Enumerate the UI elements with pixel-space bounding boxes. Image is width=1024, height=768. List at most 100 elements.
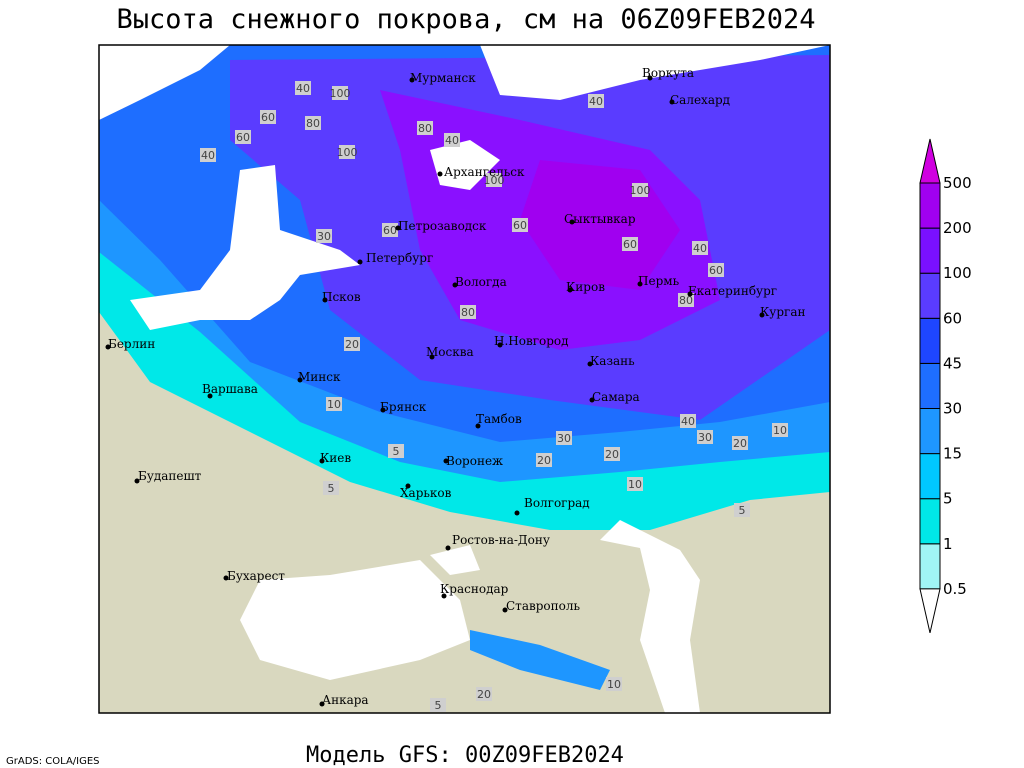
colorbar-label: 30 (943, 400, 962, 418)
city-label: Пермь (638, 274, 680, 288)
contour-label-box (235, 130, 251, 144)
contour-label: 5 (739, 504, 746, 517)
city-label: Москва (426, 345, 474, 359)
colorbar-label: 500 (943, 174, 972, 192)
map-footer: Модель GFS: 00Z09FEB2024 (306, 743, 624, 768)
contour-label: 60 (261, 111, 275, 124)
city-marker (637, 281, 643, 287)
city-label: Мурманск (410, 71, 476, 85)
city-marker (319, 701, 325, 707)
black-sea (240, 560, 470, 680)
contour-label-box (708, 263, 724, 277)
contour-label: 80 (418, 122, 432, 135)
contour-label-box (680, 414, 696, 428)
azov-sea (430, 545, 480, 575)
city-marker (497, 342, 503, 348)
contour-label-box (417, 121, 433, 135)
city-marker (687, 291, 693, 297)
city-marker (395, 225, 401, 231)
map-title: Высота снежного покрова, см на 06Z09FEB2… (117, 4, 816, 35)
contour-label-box (344, 337, 360, 351)
city-label: Архангельск (444, 165, 525, 179)
contour-label: 10 (628, 478, 642, 491)
city-label: Курган (760, 305, 805, 319)
city-marker (437, 171, 443, 177)
colorbar-segment (919, 453, 941, 500)
city-marker (514, 510, 520, 516)
contour-label-box (339, 145, 355, 159)
contour-label: 80 (461, 306, 475, 319)
contour-label-box (604, 447, 620, 461)
city-label: Волгоград (524, 496, 590, 510)
contour-label: 20 (537, 454, 551, 467)
contour-label: 20 (733, 437, 747, 450)
city-label: Брянск (380, 400, 427, 414)
contour-label-box (260, 110, 276, 124)
city-marker (322, 297, 328, 303)
contour-label-box (697, 430, 713, 444)
contour-label: 80 (306, 117, 320, 130)
contour-label: 60 (236, 131, 250, 144)
contour-label-box (536, 453, 552, 467)
city-marker (319, 458, 325, 464)
contour-label-box (430, 698, 446, 712)
city-label: Казань (590, 354, 635, 368)
city-marker (759, 312, 765, 318)
contour-label: 5 (393, 445, 400, 458)
city-label: Харьков (400, 486, 452, 500)
colorbar-label: 0.5 (943, 580, 967, 598)
contour-label: 30 (698, 431, 712, 444)
city-marker (207, 393, 213, 399)
city-marker (223, 575, 229, 581)
colorbar-segment (919, 227, 941, 274)
contour-label: 30 (317, 230, 331, 243)
contour-label-box (632, 183, 648, 197)
colorbar-label: 15 (943, 445, 962, 463)
colorbar-segment (919, 182, 941, 229)
contour-label-box (388, 444, 404, 458)
contour-label-box (627, 477, 643, 491)
city-marker (405, 483, 411, 489)
city-marker (475, 423, 481, 429)
city-label: Тамбов (476, 412, 522, 426)
contour-label: 100 (630, 184, 651, 197)
colorbar-label: 5 (943, 490, 953, 508)
contour-label-box (382, 223, 398, 237)
city-marker (669, 99, 675, 105)
city-marker (297, 377, 303, 383)
contour-label: 60 (383, 224, 397, 237)
credit: GrADS: COLA/IGES (6, 756, 100, 767)
contour-label: 40 (296, 82, 310, 95)
norwegian-sea (99, 45, 230, 120)
contour-label-box (316, 229, 332, 243)
colorbar-label: 100 (943, 264, 972, 282)
contour-label: 20 (477, 688, 491, 701)
contour-label-box (512, 218, 528, 232)
contour-label: 20 (345, 338, 359, 351)
city-marker (502, 607, 508, 613)
city-label: Воронеж (446, 454, 503, 468)
city-label: Бухарест (227, 569, 285, 583)
colorbar-segment (919, 362, 941, 409)
city-marker (452, 282, 458, 288)
contour-label: 40 (681, 415, 695, 428)
contour-label-box (444, 133, 460, 147)
city-marker (587, 361, 593, 367)
contour-label-box (486, 173, 502, 187)
city-label: Воркута (642, 66, 694, 80)
city-marker (443, 458, 449, 464)
contour-label: 100 (330, 87, 351, 100)
contour-label-box (692, 241, 708, 255)
contour-label: 5 (435, 699, 442, 712)
contour-label: 60 (513, 219, 527, 232)
city-marker (409, 77, 415, 83)
colorbar-label: 200 (943, 219, 972, 237)
colorbar-segment (919, 272, 941, 319)
colorbar-segment (919, 498, 941, 545)
caspian-sea (600, 520, 700, 713)
colorbar-segment (919, 408, 941, 455)
contour-label-box (323, 481, 339, 495)
